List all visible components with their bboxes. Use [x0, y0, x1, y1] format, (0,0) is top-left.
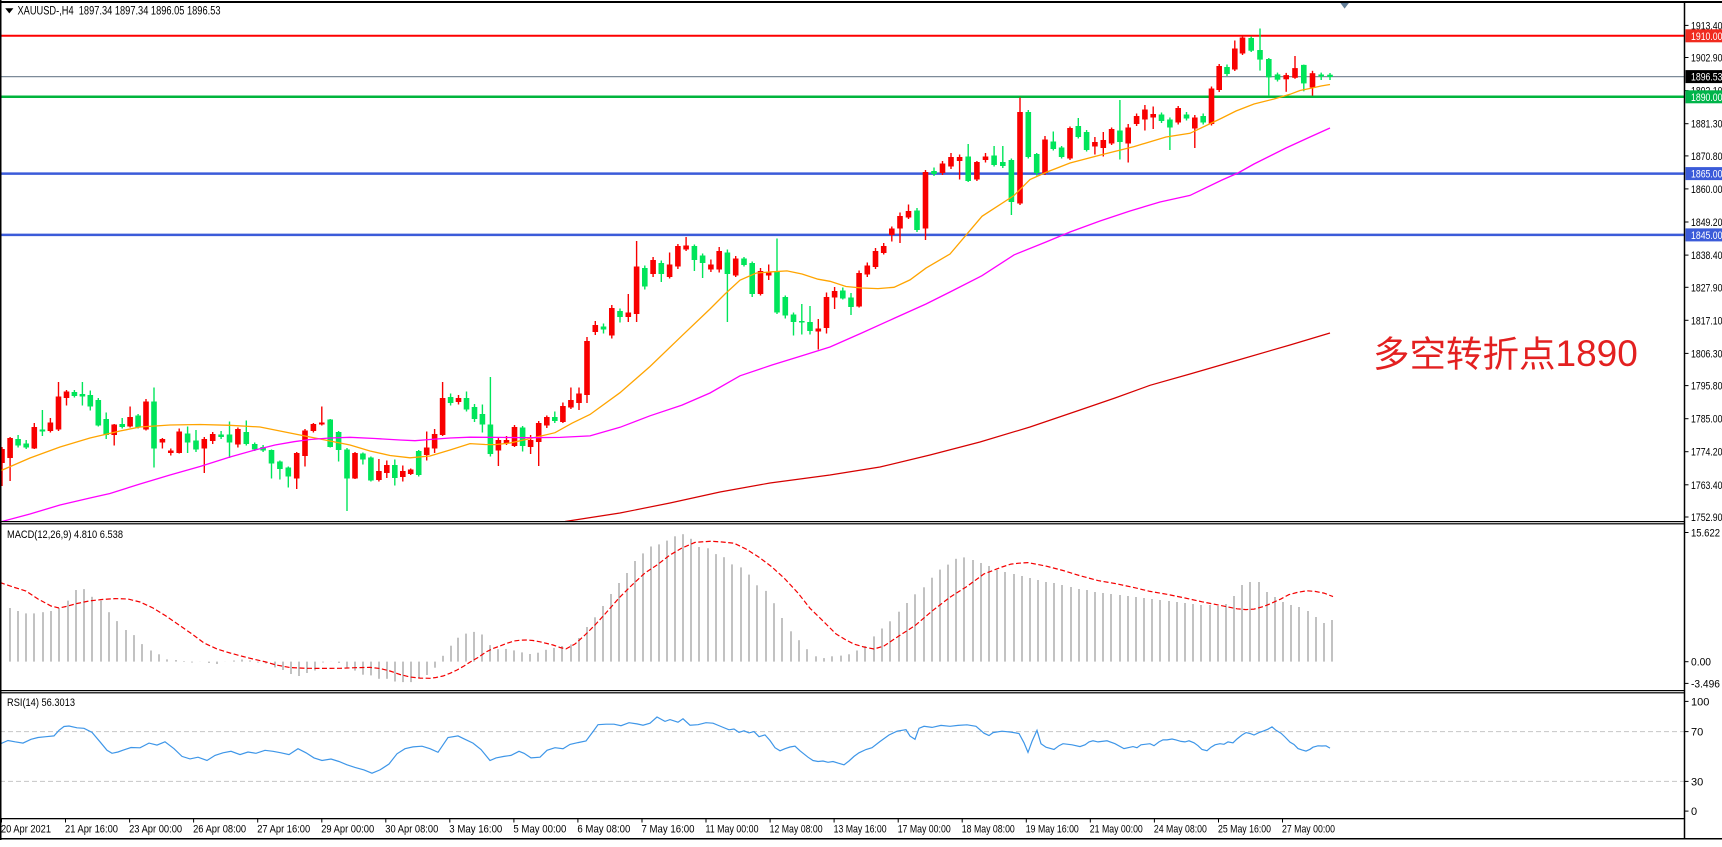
svg-text:25 May 16:00: 25 May 16:00 — [1218, 824, 1271, 836]
svg-text:30: 30 — [1691, 776, 1703, 788]
svg-text:1806.30: 1806.30 — [1691, 348, 1722, 360]
svg-text:0.00: 0.00 — [1691, 657, 1711, 669]
svg-text:1785.00: 1785.00 — [1691, 414, 1722, 426]
svg-text:12 May 08:00: 12 May 08:00 — [770, 824, 823, 836]
svg-text:11 May 00:00: 11 May 00:00 — [706, 824, 759, 836]
svg-text:29 Apr 00:00: 29 Apr 00:00 — [321, 824, 374, 836]
svg-text:26 Apr 08:00: 26 Apr 08:00 — [193, 824, 246, 836]
svg-text:21 Apr 16:00: 21 Apr 16:00 — [65, 824, 118, 836]
svg-text:1890.00: 1890.00 — [1691, 92, 1722, 104]
svg-text:17 May 00:00: 17 May 00:00 — [898, 824, 951, 836]
svg-text:21 May 00:00: 21 May 00:00 — [1090, 824, 1143, 836]
svg-text:1817.10: 1817.10 — [1691, 315, 1722, 327]
svg-text:XAUUSD-,H4 1897.34 1897.34 18: XAUUSD-,H4 1897.34 1897.34 1896.05 1896.… — [18, 6, 221, 18]
svg-text:3 May 16:00: 3 May 16:00 — [449, 824, 502, 836]
svg-text:1763.40: 1763.40 — [1691, 480, 1722, 492]
svg-text:1774.20: 1774.20 — [1691, 447, 1722, 459]
svg-text:1870.80: 1870.80 — [1691, 151, 1722, 163]
svg-text:20 Apr 2021: 20 Apr 2021 — [1, 824, 51, 836]
svg-text:15.622: 15.622 — [1691, 528, 1720, 540]
svg-text:13 May 16:00: 13 May 16:00 — [834, 824, 887, 836]
svg-text:27 Apr 16:00: 27 Apr 16:00 — [257, 824, 310, 836]
svg-text:1795.80: 1795.80 — [1691, 381, 1722, 393]
svg-text:-3.496: -3.496 — [1691, 678, 1720, 690]
svg-text:7 May 16:00: 7 May 16:00 — [642, 824, 695, 836]
svg-text:1896.53: 1896.53 — [1691, 72, 1722, 84]
svg-text:70: 70 — [1691, 727, 1703, 739]
svg-text:19 May 16:00: 19 May 16:00 — [1026, 824, 1079, 836]
svg-text:6 May 08:00: 6 May 08:00 — [577, 824, 630, 836]
svg-text:30 Apr 08:00: 30 Apr 08:00 — [385, 824, 438, 836]
svg-text:1838.40: 1838.40 — [1691, 250, 1722, 262]
svg-text:1890: 1890 — [1556, 333, 1638, 374]
svg-text:1865.00: 1865.00 — [1691, 169, 1722, 181]
svg-text:1845.00: 1845.00 — [1691, 230, 1722, 242]
svg-text:1910.00: 1910.00 — [1691, 31, 1722, 43]
svg-text:0: 0 — [1691, 806, 1697, 818]
svg-text:1849.20: 1849.20 — [1691, 217, 1722, 229]
svg-text:1881.30: 1881.30 — [1691, 119, 1722, 131]
svg-text:5 May 00:00: 5 May 00:00 — [513, 824, 566, 836]
svg-text:1902.90: 1902.90 — [1691, 53, 1722, 65]
svg-text:24 May 08:00: 24 May 08:00 — [1154, 824, 1207, 836]
svg-text:18 May 08:00: 18 May 08:00 — [962, 824, 1015, 836]
svg-text:1752.90: 1752.90 — [1691, 512, 1722, 524]
svg-text:1860.00: 1860.00 — [1691, 184, 1722, 196]
svg-text:1827.90: 1827.90 — [1691, 282, 1722, 294]
svg-text:100: 100 — [1691, 696, 1709, 708]
svg-text:RSI(14) 56.3013: RSI(14) 56.3013 — [7, 697, 75, 709]
svg-text:MACD(12,26,9) 4.810 6.538: MACD(12,26,9) 4.810 6.538 — [7, 529, 123, 541]
svg-text:23 Apr 00:00: 23 Apr 00:00 — [129, 824, 182, 836]
svg-text:27 May 00:00: 27 May 00:00 — [1282, 824, 1335, 836]
